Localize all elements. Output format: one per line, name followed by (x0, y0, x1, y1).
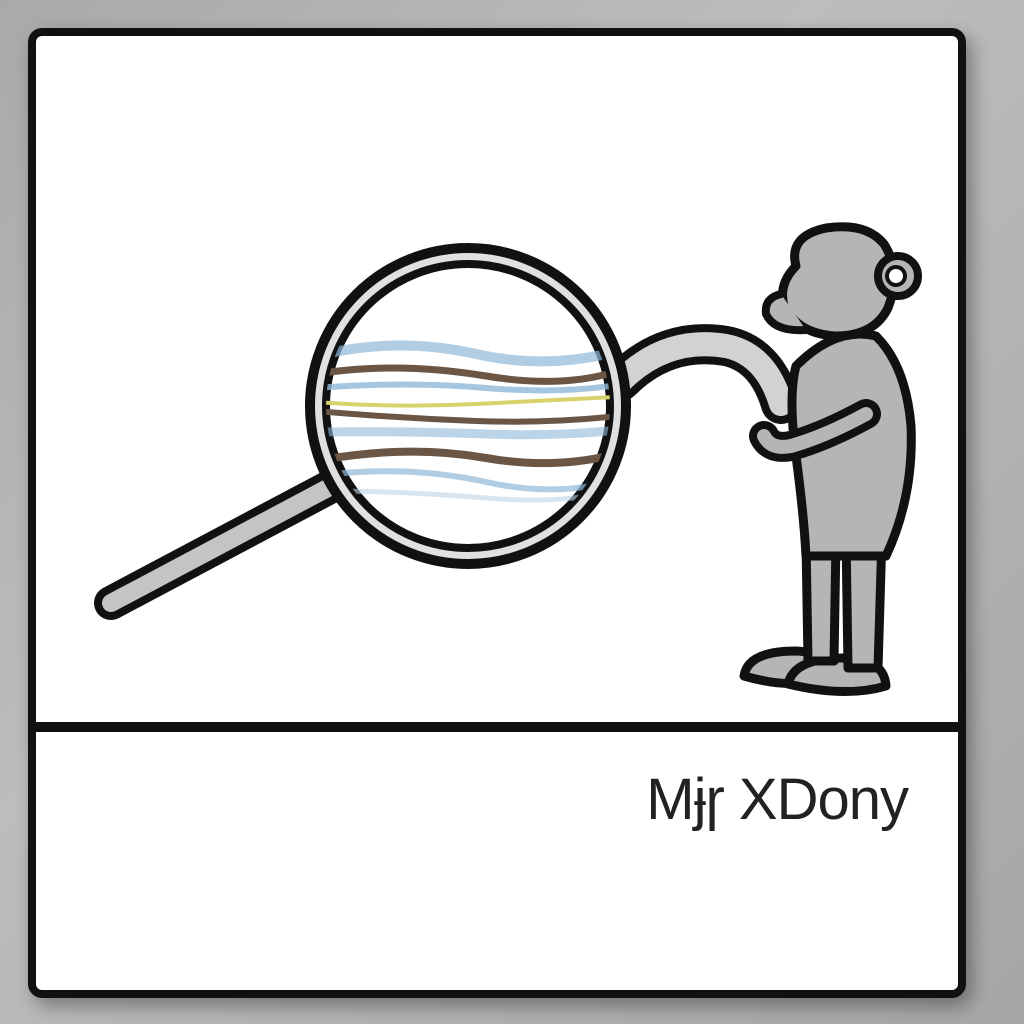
lens-content (326, 340, 610, 503)
panel-divider (36, 722, 958, 732)
caption-text: Mɉɼ XDony (646, 767, 909, 832)
comic-panel: Mɉɼ XDony (28, 28, 966, 998)
monkey (739, 222, 922, 697)
magnifying-glass-lens (305, 243, 631, 569)
glass-tube (601, 324, 801, 424)
illustration (94, 222, 922, 697)
magnifying-glass-handle (94, 464, 358, 620)
